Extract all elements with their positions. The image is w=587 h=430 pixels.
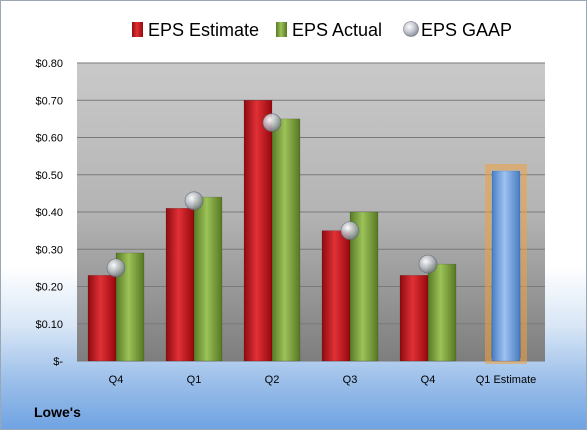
legend-swatch	[132, 22, 143, 37]
eps-estimate-bar	[243, 100, 273, 362]
eps-gaap-marker	[418, 254, 438, 274]
legend: EPS Estimate EPS Actual EPS GAAP	[132, 20, 512, 40]
eps-gaap-marker	[340, 221, 360, 241]
x-tick-label: Q4	[109, 374, 124, 386]
eps-gaap-marker	[106, 258, 126, 278]
x-tick-label: Q3	[343, 374, 358, 386]
eps-estimate-bar	[321, 230, 351, 362]
gridlines	[77, 62, 545, 362]
y-tick-label: $0.70	[35, 95, 63, 107]
eps-gaap-marker	[262, 113, 282, 132]
eps-estimate-bar	[87, 275, 117, 362]
eps-estimate-bar	[399, 275, 429, 362]
gaap-markers	[106, 113, 438, 278]
legend-swatch	[403, 21, 419, 37]
eps-q1-estimate-bar	[491, 170, 521, 362]
y-axis-ticks: $- $0.10 $0.20 $0.30 $0.40 $0.50 $0.60 $0.70 $0.…	[35, 58, 63, 368]
x-axis-ticks: Q4 Q1 Q2 Q3 Q4 Q1 Estimate	[109, 374, 537, 386]
x-tick-label: Q1	[187, 374, 202, 386]
legend-swatch	[276, 22, 287, 37]
legend-item: EPS GAAP	[403, 20, 512, 40]
x-tick-label: Q2	[265, 374, 280, 386]
legend-label: EPS Estimate	[148, 20, 259, 40]
legend-label: EPS Actual	[292, 20, 382, 40]
company-label: Lowe's	[34, 404, 81, 420]
y-tick-label: $0.30	[35, 244, 63, 256]
y-tick-label: $0.20	[35, 282, 63, 294]
y-tick-label: $0.80	[35, 58, 63, 70]
eps-actual-bar	[271, 118, 301, 362]
legend-item: EPS Actual	[276, 20, 382, 40]
eps-gaap-marker	[184, 191, 204, 211]
x-tick-label: Q1 Estimate	[476, 374, 537, 386]
legend-label: EPS GAAP	[421, 20, 512, 40]
y-tick-label: $0.60	[35, 133, 63, 145]
y-tick-label: $0.40	[35, 207, 63, 219]
eps-actual-bar	[193, 196, 223, 362]
y-tick-label: $-	[53, 356, 63, 368]
y-tick-label: $0.10	[35, 319, 63, 331]
x-tick-label: Q4	[421, 374, 436, 386]
y-tick-label: $0.50	[35, 170, 63, 182]
eps-estimate-bar	[165, 208, 195, 362]
eps-actual-bar	[427, 263, 457, 362]
bars	[87, 100, 527, 364]
legend-item: EPS Estimate	[132, 20, 259, 40]
